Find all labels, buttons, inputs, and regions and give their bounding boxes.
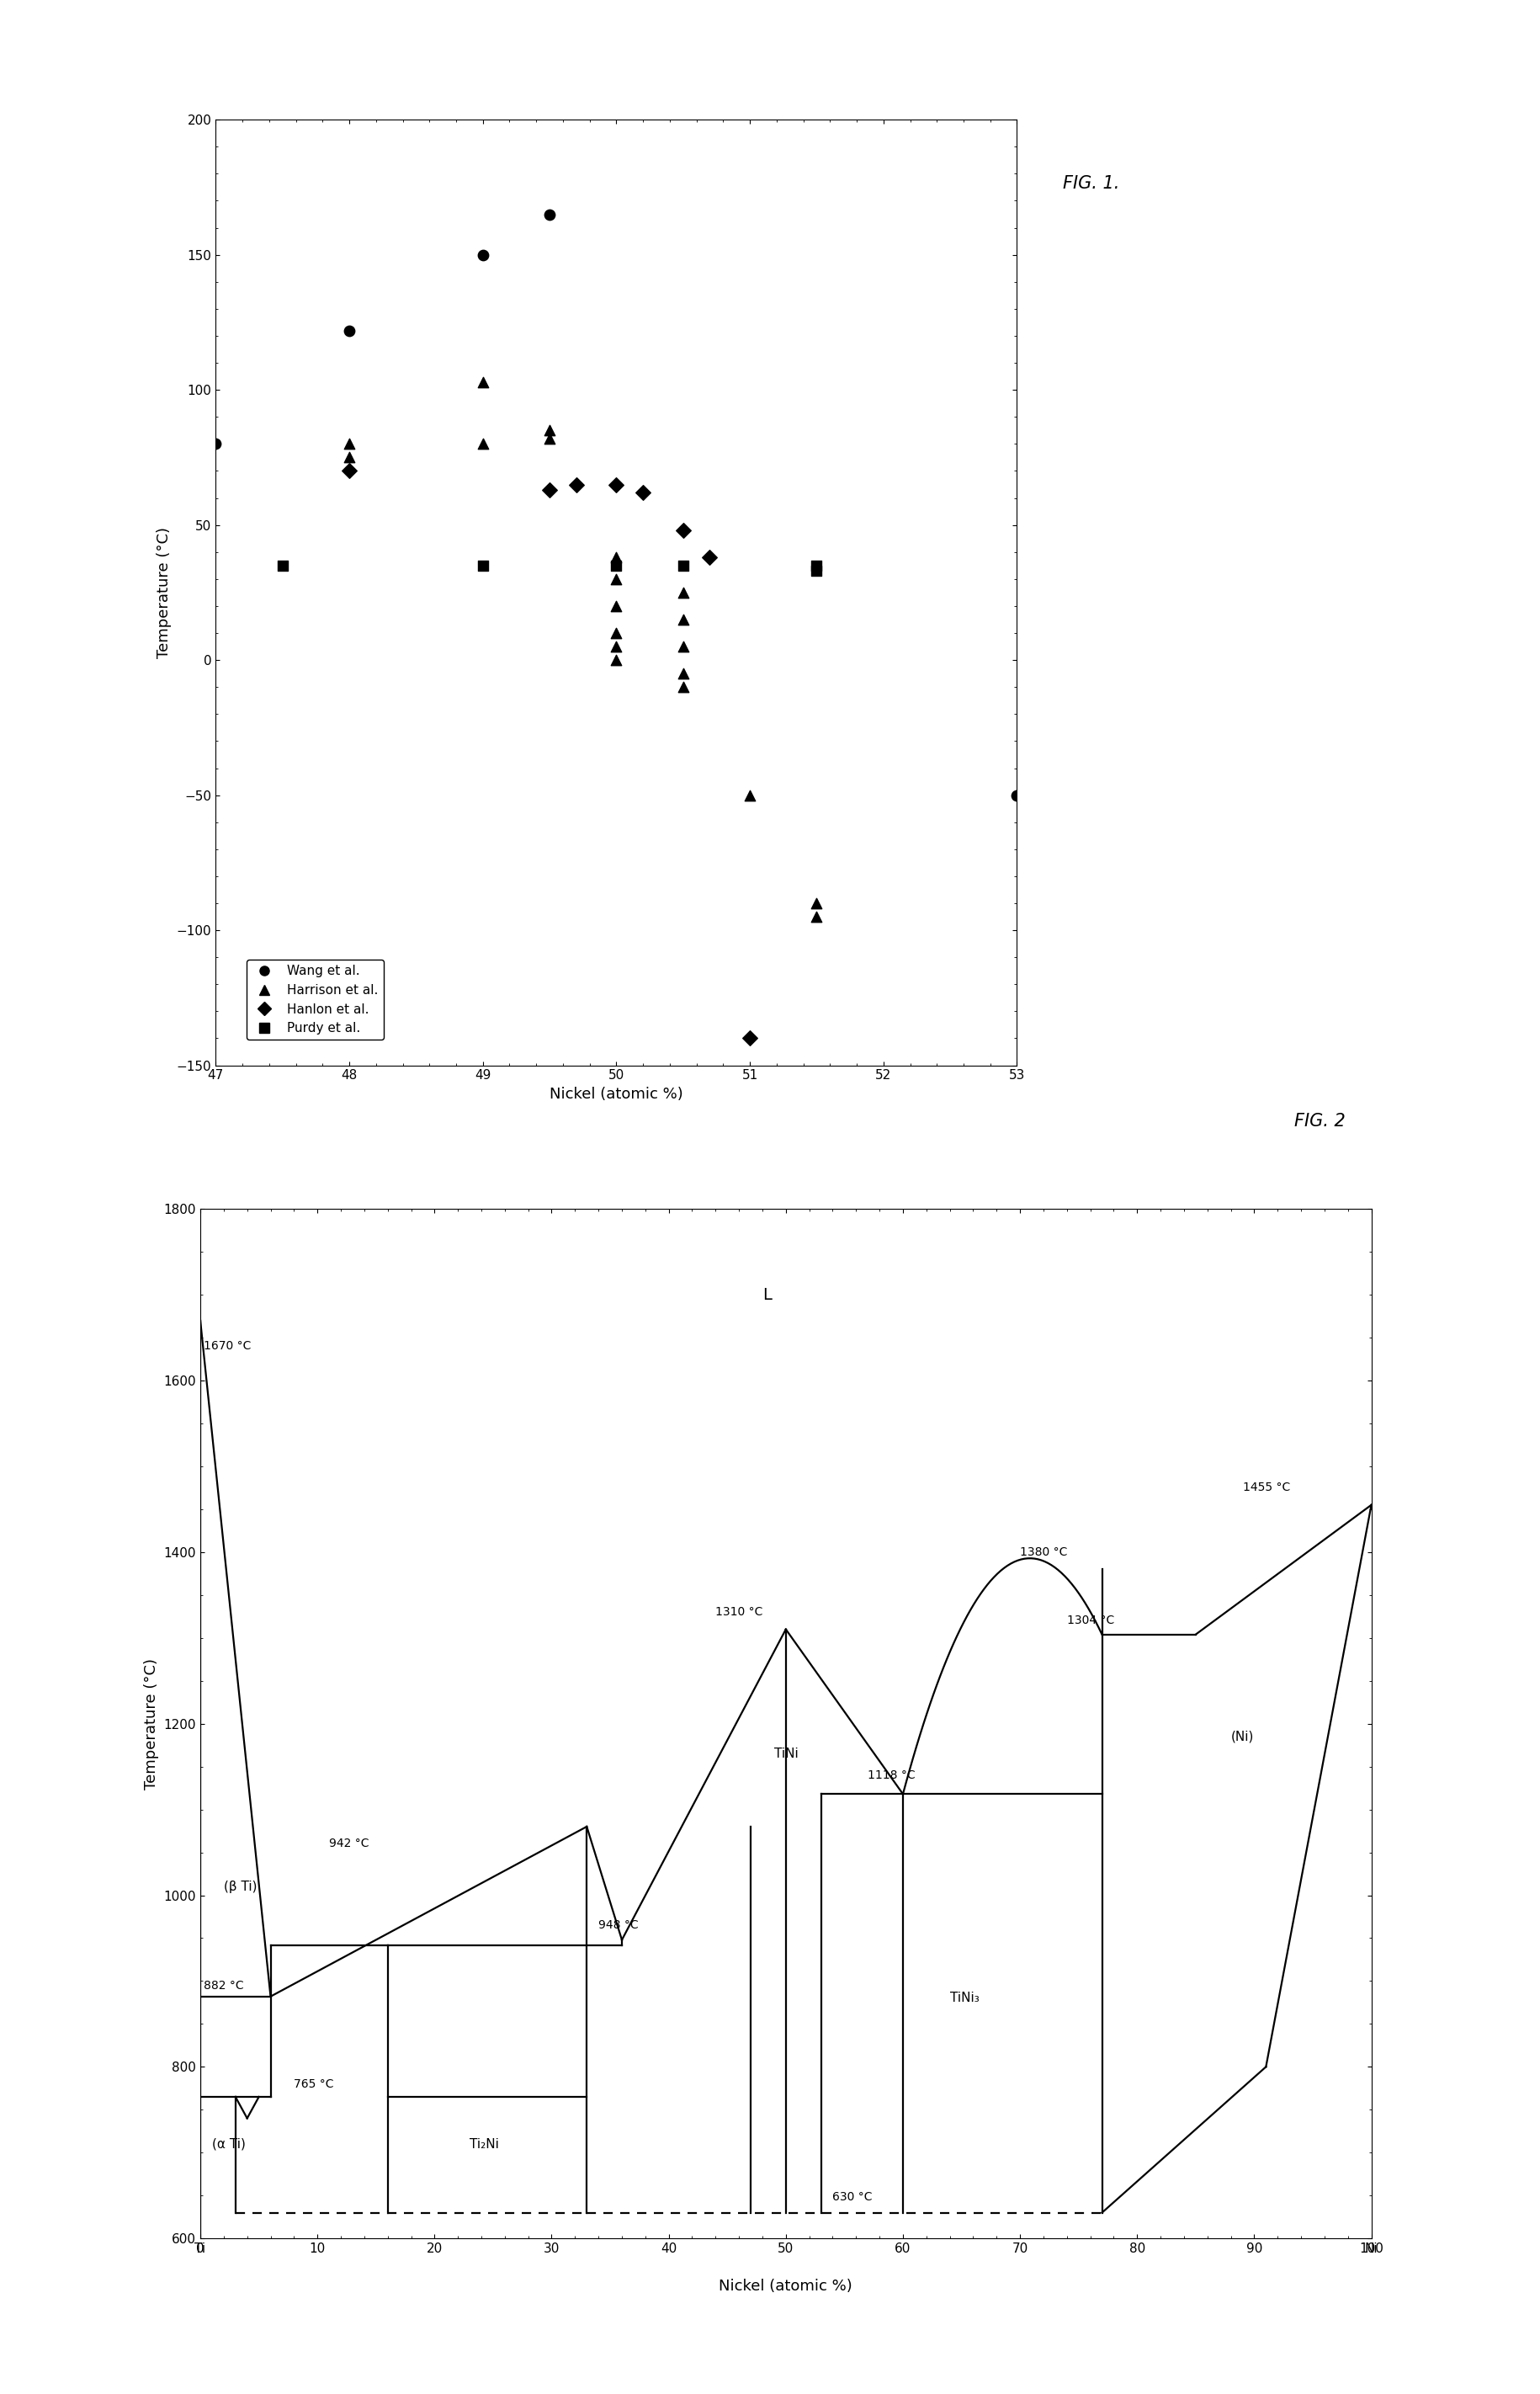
Point: [604, 560, 628, 598]
Text: FIG. 1.: FIG. 1.: [1063, 175, 1120, 192]
Text: 942 °C: 942 °C: [330, 1839, 370, 1851]
Text: (α Ti): (α Ti): [213, 2138, 245, 2150]
Point: [203, 424, 228, 462]
Text: 882 °C: 882 °C: [203, 1980, 243, 1992]
Point: [537, 194, 562, 232]
Point: [698, 539, 722, 577]
Legend: Wang et al., Harrison et al., Hanlon et al., Purdy et al.: Wang et al., Harrison et al., Hanlon et …: [246, 960, 383, 1039]
Point: [604, 464, 628, 503]
Point: [670, 654, 695, 692]
Point: [670, 668, 695, 706]
Text: 765 °C: 765 °C: [294, 2078, 334, 2090]
Point: [738, 776, 762, 814]
Point: [670, 546, 695, 584]
Y-axis label: Temperature (°C): Temperature (°C): [157, 527, 172, 658]
Text: 1118 °C: 1118 °C: [867, 1769, 915, 1781]
Text: 630 °C: 630 °C: [832, 2191, 872, 2202]
Point: [670, 572, 695, 610]
Point: [670, 627, 695, 666]
Y-axis label: Temperature (°C): Temperature (°C): [143, 1659, 159, 1788]
Text: 1310 °C: 1310 °C: [715, 1606, 762, 1618]
Point: [804, 546, 829, 584]
Point: [604, 539, 628, 577]
X-axis label: Nickel (atomic %): Nickel (atomic %): [719, 2279, 852, 2293]
Point: [738, 1020, 762, 1058]
Text: TiNi₃: TiNi₃: [949, 1992, 978, 2004]
Text: (β Ti): (β Ti): [223, 1879, 257, 1894]
Point: [1004, 776, 1029, 814]
Point: [630, 474, 654, 512]
Point: [604, 642, 628, 680]
Point: [804, 551, 829, 589]
Point: [804, 883, 829, 922]
Point: [537, 419, 562, 457]
Point: [337, 424, 362, 462]
Text: 1380 °C: 1380 °C: [1019, 1547, 1067, 1558]
Text: 1455 °C: 1455 °C: [1241, 1482, 1289, 1494]
Text: Ti: Ti: [194, 2243, 206, 2255]
Text: (Ni): (Ni): [1230, 1731, 1254, 1743]
Point: [604, 546, 628, 584]
Point: [270, 546, 294, 584]
Point: [604, 613, 628, 651]
X-axis label: Nickel (atomic %): Nickel (atomic %): [550, 1087, 682, 1101]
Point: [564, 464, 588, 503]
Point: [337, 452, 362, 491]
Text: Ni: Ni: [1364, 2243, 1377, 2255]
Text: L: L: [762, 1286, 772, 1302]
Text: Ti₂Ni: Ti₂Ni: [470, 2138, 499, 2150]
Point: [470, 424, 494, 462]
Point: [470, 235, 494, 273]
Text: 1670 °C: 1670 °C: [203, 1341, 251, 1353]
Point: [470, 361, 494, 400]
Point: [337, 311, 362, 350]
Point: [604, 587, 628, 625]
Point: [537, 472, 562, 510]
Text: TiNi: TiNi: [773, 1748, 798, 1760]
Point: [670, 601, 695, 639]
Point: [804, 898, 829, 936]
Point: [604, 627, 628, 666]
Text: 1304 °C: 1304 °C: [1066, 1616, 1113, 1626]
Text: FIG. 2: FIG. 2: [1294, 1113, 1344, 1130]
Point: [337, 438, 362, 476]
Point: [470, 546, 494, 584]
Point: [670, 512, 695, 551]
Text: 948 °C: 948 °C: [598, 1920, 638, 1932]
Point: [537, 412, 562, 450]
